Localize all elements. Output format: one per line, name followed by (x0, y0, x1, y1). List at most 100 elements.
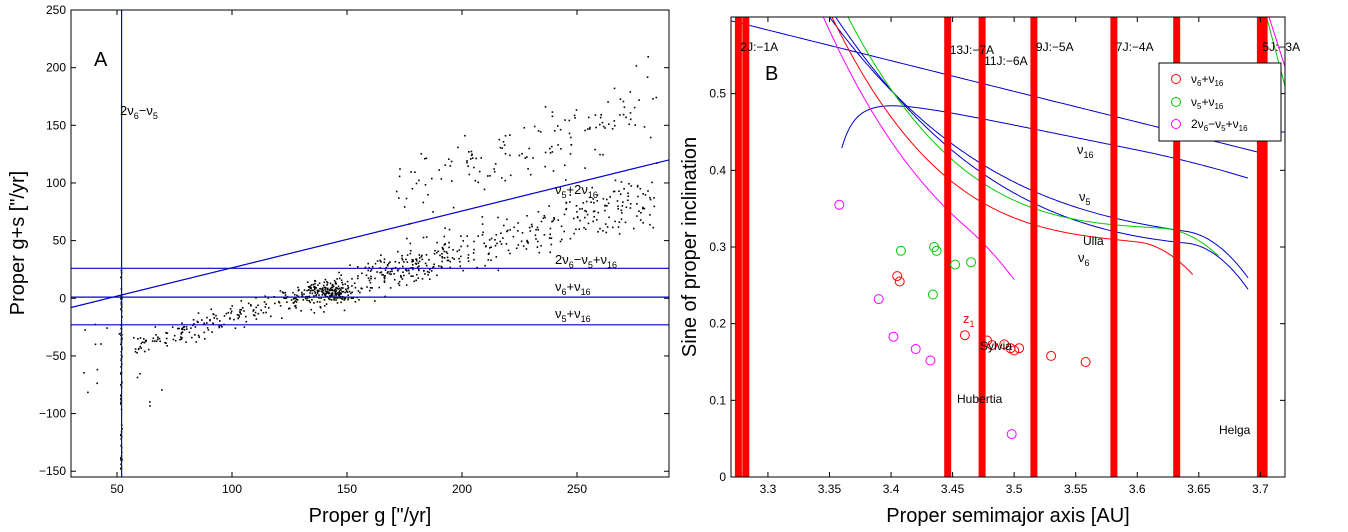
scatter-point (416, 273, 418, 276)
scatter-point (323, 305, 326, 307)
panel-a-plot-area (71, 10, 669, 477)
scatter-point (436, 241, 438, 244)
panel-b-y-label: Sine of proper inclination (679, 137, 701, 357)
scatter-point (239, 309, 241, 311)
scatter-point (549, 251, 551, 254)
scatter-point (619, 98, 622, 100)
scatter-point (564, 119, 566, 121)
scatter-point (96, 382, 98, 385)
scatter-point (525, 248, 528, 250)
scatter-point (517, 244, 520, 246)
scatter-point (398, 197, 400, 199)
scatter-point (334, 293, 337, 296)
scatter-point (252, 309, 255, 311)
panel-b: 3.3 3.35 3.4 3.45 3.5 3.55 3.6 3.65 3.7 00.10.20… (679, 16, 1300, 527)
x-tick-label: 3.6 (1129, 482, 1146, 496)
data-point (966, 257, 977, 268)
panel-b-points (834, 199, 1091, 440)
scatter-point (551, 151, 554, 153)
scatter-point (608, 123, 610, 125)
scatter-point (563, 230, 565, 233)
y-tick-label: −100 (39, 407, 66, 421)
scatter-point (462, 240, 464, 242)
data-point (1014, 343, 1025, 354)
scatter-point (627, 199, 629, 202)
scatter-point (383, 258, 386, 261)
scatter-point (388, 272, 391, 275)
scatter-point (441, 260, 443, 263)
scatter-point (301, 293, 303, 296)
y-tick-label: 0.3 (709, 240, 726, 254)
scatter-point (282, 292, 285, 294)
resonance-band (742, 17, 750, 477)
scatter-point (646, 76, 649, 78)
scatter-point (379, 259, 381, 262)
scatter-point (139, 337, 142, 339)
scatter-point (448, 228, 451, 231)
scatter-point (584, 228, 587, 231)
scatter-point (401, 278, 404, 280)
panel-a-letter: A (94, 49, 108, 71)
scatter-point (120, 394, 122, 396)
data-point (950, 259, 961, 270)
scatter-point (303, 289, 306, 291)
scatter-point (166, 332, 169, 334)
scatter-point (576, 216, 579, 219)
scatter-point (278, 300, 280, 303)
scatter-point (449, 266, 451, 269)
scatter-point (314, 282, 316, 285)
scatter-point (140, 342, 143, 345)
scatter-point (448, 241, 450, 244)
scatter-point (255, 297, 257, 299)
scatter-point (255, 306, 257, 309)
scatter-point (398, 175, 401, 178)
data-point (1046, 350, 1057, 361)
scatter-point (522, 245, 525, 247)
scatter-point (345, 290, 348, 292)
scatter-point (96, 368, 99, 371)
scatter-point (338, 271, 340, 274)
scatter-point (612, 226, 614, 229)
scatter-point (386, 272, 389, 274)
scatter-point (549, 152, 552, 154)
scatter-point (563, 213, 566, 216)
scatter-point (411, 261, 413, 263)
scatter-point (589, 126, 591, 129)
x-tick-label: 3.7 (1252, 482, 1269, 496)
scatter-point (353, 282, 356, 284)
annotation-helga: Helga (1219, 423, 1251, 437)
scatter-point (279, 305, 282, 307)
scatter-point (335, 292, 337, 295)
scatter-point (357, 277, 359, 280)
scatter-point (408, 269, 410, 272)
scatter-point (302, 299, 305, 301)
scatter-point (438, 265, 440, 267)
scatter-point (460, 255, 462, 258)
scatter-point (312, 283, 315, 286)
scatter-point (487, 253, 490, 255)
scatter-point (297, 295, 300, 298)
scatter-point (535, 238, 537, 240)
scatter-point (233, 318, 235, 321)
scatter-point (470, 154, 473, 157)
scatter-point (264, 295, 266, 297)
scatter-point (557, 125, 559, 127)
scatter-point (458, 249, 461, 251)
data-point (1080, 357, 1091, 367)
scatter-point (281, 291, 284, 293)
scatter-point (504, 153, 507, 155)
scatter-point (570, 144, 572, 146)
scatter-point (560, 225, 563, 228)
scatter-point (599, 153, 601, 156)
x-tick-label: 3.65 (1187, 482, 1211, 496)
resonance-band (734, 17, 742, 477)
scatter-point (549, 147, 551, 150)
scatter-point (565, 179, 567, 181)
scatter-point (565, 202, 568, 204)
scatter-point (334, 288, 336, 291)
scatter-point (120, 276, 122, 279)
scatter-point (639, 187, 642, 190)
scatter-point (152, 337, 155, 340)
scatter-point (321, 288, 324, 291)
scatter-point (401, 257, 403, 260)
